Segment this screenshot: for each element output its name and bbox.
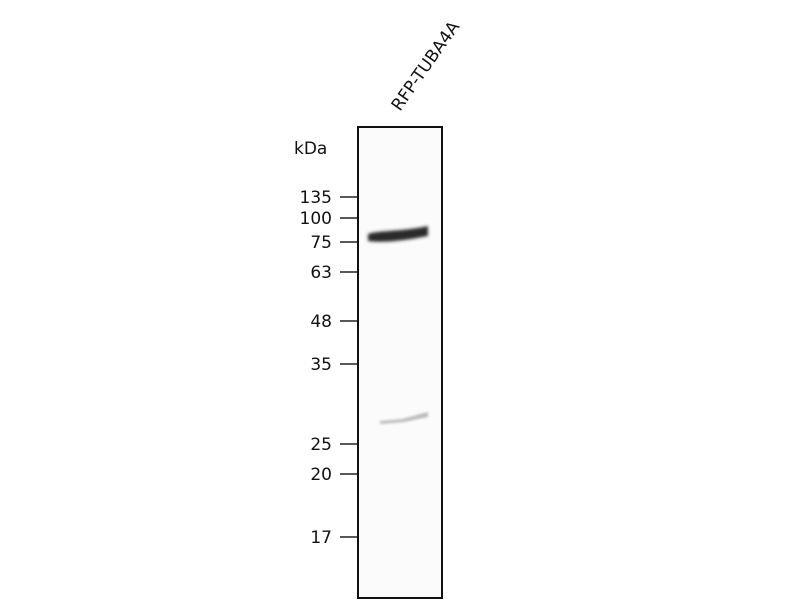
- lane-label: RFP-TUBA4A: [388, 17, 465, 114]
- marker-label: 35: [310, 355, 332, 375]
- marker-label: 48: [310, 312, 332, 332]
- marker-label: 17: [310, 528, 332, 548]
- band-faint: [380, 412, 428, 424]
- marker-label: 135: [300, 188, 332, 208]
- marker-label: 75: [310, 233, 332, 253]
- band-main: [368, 226, 428, 242]
- marker-label: 100: [300, 209, 332, 229]
- markers: 135 100 75 63 48 35 25 20 17: [300, 188, 357, 548]
- marker-label: 20: [310, 465, 332, 485]
- lane: [357, 126, 443, 599]
- unit-label: kDa: [294, 139, 327, 159]
- marker-label: 25: [310, 435, 332, 455]
- marker-label: 63: [310, 263, 332, 283]
